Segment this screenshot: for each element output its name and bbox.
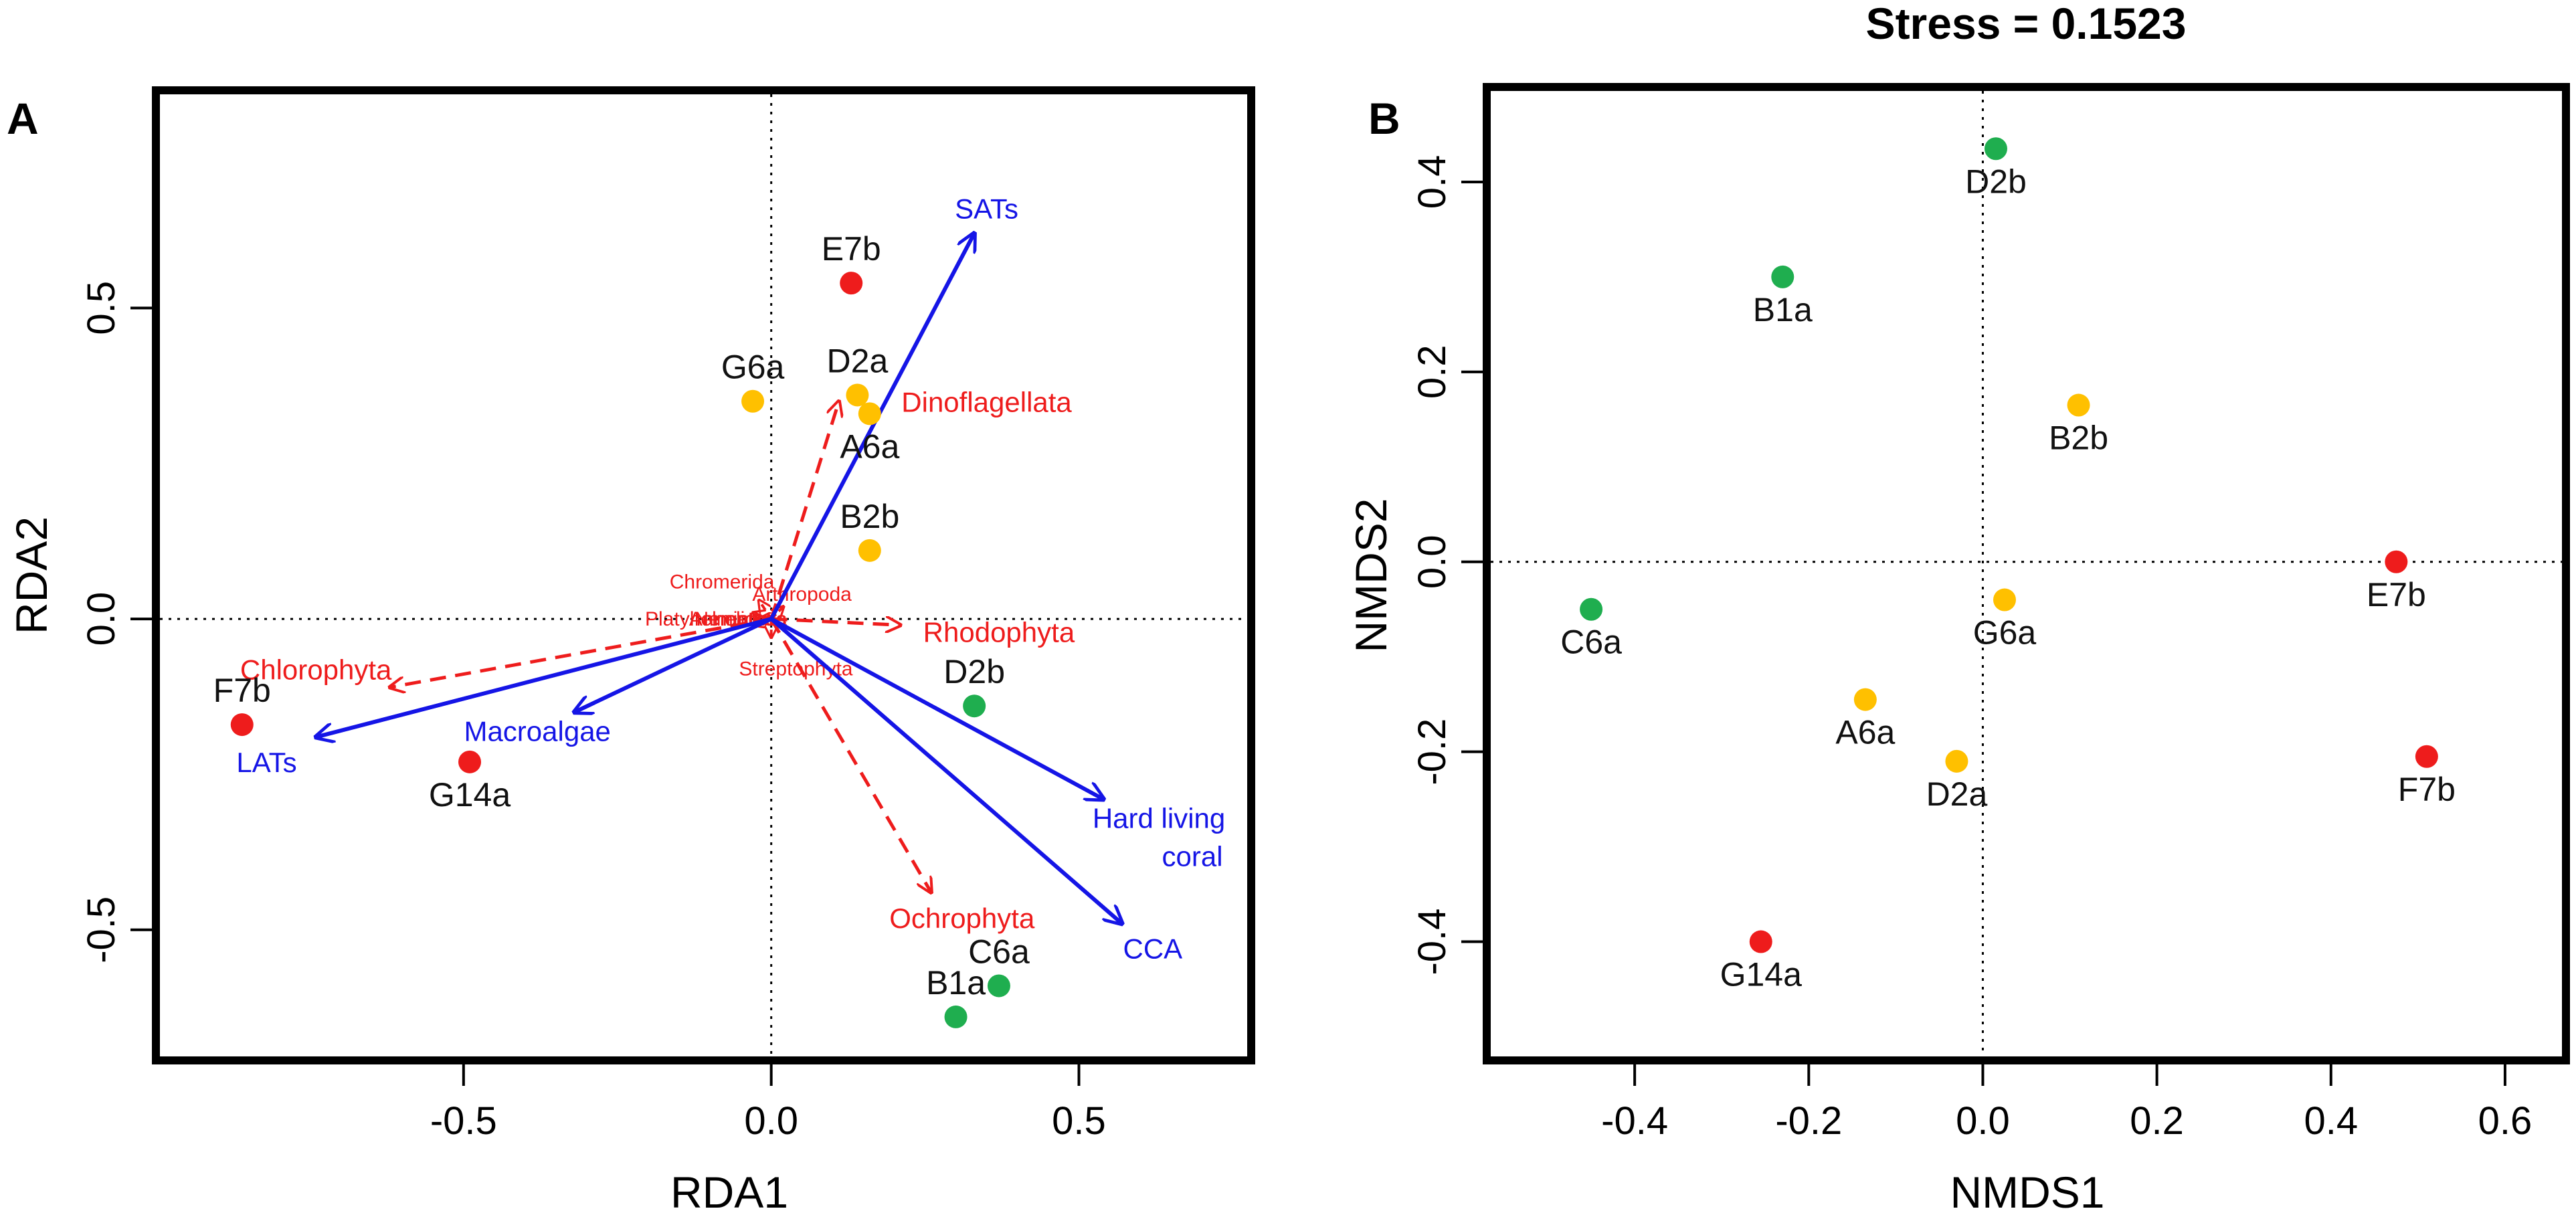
panel-a-site-point-e7b xyxy=(840,272,863,295)
panel-a-y-axis-label: RDA2 xyxy=(7,516,56,634)
panel-b-plot-area: -0.4 -0.2 0.0 0.2 0.4 0.6 -0.4 -0.2 0.0 0.2 0.4 D2b… xyxy=(1410,91,2562,1143)
panel-b-site-label-b1a: B1a xyxy=(1753,291,1813,328)
panel-a-tag: A xyxy=(7,94,39,143)
panel-a-y-tick-label: 0.0 xyxy=(80,592,123,646)
panel-a-site-point-f7b xyxy=(230,713,254,737)
stress-label: Stress = 0.1523 xyxy=(1866,0,2187,48)
panel-a-frame xyxy=(152,86,1255,1064)
panel-b-site-point-g14a xyxy=(1749,930,1772,953)
species-label-chromerida: Chromerida xyxy=(670,571,775,593)
species-vector-ochrophyta xyxy=(769,618,931,893)
panel-a-site-label-c6a: C6a xyxy=(968,933,1030,970)
species-label-chlorophyta: Chlorophyta xyxy=(240,654,392,685)
panel-a-site-label-b2b: B2b xyxy=(840,498,899,535)
env-label-lats: LATs xyxy=(236,747,296,778)
env-label-cca: CCA xyxy=(1123,933,1183,965)
panel-b-site-label-e7b: E7b xyxy=(2367,576,2426,614)
env-label-coral: coral xyxy=(1162,841,1223,872)
species-vector-chlorophyta xyxy=(389,617,772,687)
env-vector-macroalgae xyxy=(574,617,772,712)
panel-b-y-tick-label: -0.2 xyxy=(1410,719,1454,785)
env-vector-sats xyxy=(769,233,974,620)
panel-a-site-label-d2a: D2a xyxy=(827,342,889,379)
panel-b-y-tick-label: 0.0 xyxy=(1410,535,1454,589)
panel-a-site-label-e7b: E7b xyxy=(822,230,881,268)
panel-b-x-tick-label: -0.4 xyxy=(1601,1099,1668,1143)
panel-b-x-tick-label: -0.2 xyxy=(1775,1099,1842,1143)
panel-b-x-tick-label: 0.4 xyxy=(2304,1099,2358,1143)
panel-b-x-axis-label: NMDS1 xyxy=(1950,1167,2104,1217)
panel-b-site-point-b2b xyxy=(2067,393,2090,417)
panel-a-site-point-g14a xyxy=(458,750,482,773)
panel-a-y-tick-label: -0.5 xyxy=(80,897,123,963)
species-label-dinoflagellata: Dinoflagellata xyxy=(901,387,1072,418)
env-label-sats: SATs xyxy=(955,193,1018,225)
panel-b: B Stress = 0.1523 -0.4 -0.2 0.0 0.2 0.4 0.6-0… xyxy=(1346,0,2570,1217)
species-vector-rhodophyta xyxy=(771,619,901,625)
panel-a-site-label-g14a: G14a xyxy=(429,776,511,814)
species-vector-dinoflagellata xyxy=(769,401,839,620)
panel-a-site-label-f7b: F7b xyxy=(213,672,271,709)
panel-a-site-point-d2a xyxy=(846,383,869,407)
panel-a: A -0.5 0.0 0.5 -0.5 0.0 0.5 Dinoflagellata Rhod… xyxy=(7,86,1255,1217)
panel-a-plot-area: -0.5 0.0 0.5 -0.5 0.0 0.5 Dinoflagellata Rhodop… xyxy=(80,94,1247,1143)
panel-a-site-label-a6a: A6a xyxy=(840,428,899,465)
panel-a-x-axis-label: RDA1 xyxy=(670,1167,788,1217)
panel-b-y-axis-label: NMDS2 xyxy=(1346,498,1396,652)
panel-a-site-label-g6a: G6a xyxy=(721,349,785,386)
panel-b-site-label-g6a: G6a xyxy=(1973,614,2037,652)
panel-a-x-tick-label: 0.5 xyxy=(1052,1099,1106,1143)
panel-a-site-label-b1a: B1a xyxy=(926,964,986,1002)
panel-b-y-tick-label: 0.4 xyxy=(1410,155,1454,209)
panel-a-site-point-d2b xyxy=(963,694,986,718)
env-vector-lats xyxy=(316,617,772,737)
species-label-arthropoda: Arthropoda xyxy=(752,583,852,605)
panel-a-y-tick-label: 0.5 xyxy=(80,281,123,335)
panel-a-site-point-b2b xyxy=(858,539,881,562)
panel-b-site-point-f7b xyxy=(2415,745,2438,768)
panel-b-site-point-b1a xyxy=(1771,265,1795,288)
panel-b-tag: B xyxy=(1368,94,1400,143)
panel-b-x-tick-label: 0.6 xyxy=(2478,1099,2533,1143)
panel-b-site-label-d2b: D2b xyxy=(1965,163,2027,200)
panel-a-x-tick-label: -0.5 xyxy=(430,1099,497,1143)
panel-a-site-label-d2b: D2b xyxy=(943,653,1005,690)
panel-b-site-label-a6a: A6a xyxy=(1835,714,1895,751)
panel-b-frame xyxy=(1483,83,2570,1064)
panel-b-site-label-d2a: D2a xyxy=(1926,775,1988,813)
species-label-streptophyta: Streptophyta xyxy=(739,658,852,680)
panel-b-site-point-d2a xyxy=(1945,749,1968,773)
panel-b-site-point-a6a xyxy=(1853,688,1877,711)
panel-b-site-point-c6a xyxy=(1580,597,1603,621)
panel-b-site-label-g14a: G14a xyxy=(1720,956,1803,994)
panel-b-y-tick-label: 0.2 xyxy=(1410,345,1454,399)
panel-a-site-point-c6a xyxy=(987,974,1010,998)
panel-b-x-tick-label: 0.0 xyxy=(1956,1099,2010,1143)
env-vector-cca xyxy=(769,617,1122,923)
panel-b-y-tick-label: -0.4 xyxy=(1410,909,1454,975)
env-label-hard-living: Hard living xyxy=(1093,803,1225,834)
panel-a-site-point-g6a xyxy=(741,389,765,413)
panel-b-site-point-d2b xyxy=(1984,137,2007,161)
panel-b-site-point-e7b xyxy=(2385,550,2408,573)
panel-b-site-label-b2b: B2b xyxy=(2049,419,2108,457)
panel-a-site-point-b1a xyxy=(944,1005,968,1028)
panel-b-site-point-g6a xyxy=(1993,588,2016,612)
panel-b-x-tick-label: 0.2 xyxy=(2130,1099,2184,1143)
panel-b-site-label-f7b: F7b xyxy=(2398,771,2456,808)
species-label-rhodophyta: Rhodophyta xyxy=(923,617,1075,648)
panel-b-site-label-c6a: C6a xyxy=(1560,624,1622,661)
env-vector-hard-living xyxy=(770,617,1104,800)
panel-a-x-tick-label: 0.0 xyxy=(744,1099,798,1143)
species-label-ochrophyta: Ochrophyta xyxy=(889,903,1035,934)
panel-a-site-point-a6a xyxy=(858,402,881,426)
env-label-macroalgae: Macroalgae xyxy=(464,715,610,747)
